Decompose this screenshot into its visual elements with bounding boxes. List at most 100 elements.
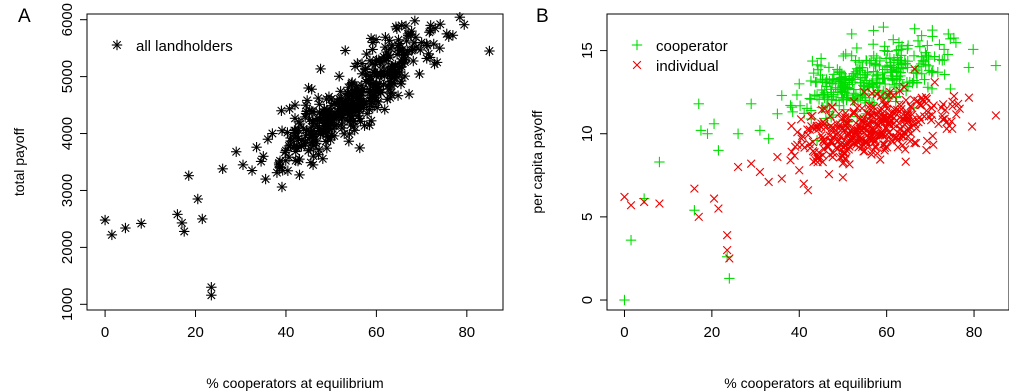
individual-point	[913, 96, 922, 106]
individual-point	[896, 104, 906, 114]
cooperator-point	[892, 62, 904, 73]
individual-point	[869, 102, 879, 112]
all-landholders-point	[368, 84, 380, 95]
cooperator-point	[891, 45, 902, 56]
all-landholders-point	[422, 40, 433, 51]
cooperator-point	[689, 205, 700, 216]
all-landholders-point	[403, 88, 415, 100]
cooperator-point	[916, 68, 927, 79]
individual-point	[819, 135, 829, 144]
legend-asterisk-icon	[111, 39, 123, 51]
all-landholders-point	[408, 55, 419, 67]
individual-point	[851, 118, 861, 128]
individual-point	[873, 149, 882, 158]
individual-point	[900, 145, 910, 154]
cooperator-point	[822, 90, 833, 102]
individual-point	[810, 147, 819, 157]
individual-point	[875, 130, 885, 139]
cooperator-point	[801, 103, 813, 114]
individual-point	[927, 103, 937, 113]
individual-point	[940, 114, 949, 123]
cooperator-point	[864, 78, 876, 89]
all-landholders-point	[276, 125, 288, 136]
all-landholders-point	[345, 100, 357, 111]
all-landholders-point	[320, 124, 332, 135]
individual-point	[953, 99, 963, 109]
individual-point	[733, 162, 743, 172]
panel-a-y-tick-label: 5000	[59, 60, 76, 93]
all-landholders-point	[392, 39, 404, 51]
all-landholders-point	[284, 103, 295, 115]
panel-a-y-tick-label: 1000	[59, 288, 76, 321]
all-landholders-point	[99, 214, 111, 226]
individual-point	[849, 109, 859, 119]
individual-point	[934, 119, 943, 129]
all-landholders-point	[172, 209, 183, 220]
cooperator-point	[811, 90, 823, 102]
all-landholders-point	[343, 136, 355, 147]
all-landholders-point	[384, 35, 395, 46]
legend-marker-individual	[632, 60, 642, 70]
cooperator-point	[855, 62, 867, 73]
individual-point	[991, 111, 1001, 120]
individual-point	[949, 91, 959, 101]
cooperator-point	[828, 69, 840, 80]
cooperator-point	[839, 81, 850, 93]
individual-point	[817, 119, 826, 128]
cooperator-point	[923, 65, 935, 76]
panel-b-axes: 0 20 40 60 80 0 5 10 15	[579, 42, 982, 341]
individual-point	[824, 169, 834, 179]
individual-point	[833, 123, 843, 132]
all-landholders-point	[366, 58, 378, 70]
all-landholders-point	[106, 229, 118, 241]
all-landholders-point	[484, 45, 495, 57]
cooperator-point	[851, 42, 863, 54]
panel-a-y-axis-label: total payoff	[11, 128, 27, 196]
individual-point	[907, 110, 917, 119]
all-landholders-point	[231, 146, 242, 157]
all-landholders-point	[305, 157, 317, 168]
individual-point	[722, 245, 732, 255]
individual-point	[840, 140, 850, 150]
individual-point	[877, 117, 886, 126]
individual-point	[799, 179, 809, 189]
individual-point	[800, 143, 809, 152]
individual-point	[951, 110, 961, 119]
cooperator-point	[855, 77, 866, 89]
panel-b-y-axis-label: per capita payoff	[529, 110, 545, 213]
all-landholders-point	[375, 87, 387, 99]
panel-b-plot-frame	[606, 13, 1009, 311]
all-landholders-point	[370, 34, 382, 45]
panel-a-x-tick-label: 40	[278, 324, 295, 341]
cooperator-point	[786, 101, 798, 113]
individual-point	[911, 138, 921, 148]
cooperator-point	[840, 48, 851, 60]
cooperator-point	[846, 28, 857, 40]
panel-a-y-tick-label: 6000	[59, 3, 76, 36]
panel-a-y-tick-label: 2000	[59, 231, 76, 264]
all-landholders-point	[315, 63, 326, 75]
legend-label-individual: individual	[656, 58, 719, 75]
individual-point	[876, 92, 886, 101]
all-landholders-point	[428, 38, 439, 50]
all-landholders-point	[327, 114, 339, 126]
all-landholders-point	[365, 33, 377, 44]
all-landholders-point	[246, 165, 258, 176]
cooperator-point	[745, 98, 757, 109]
cooperator-point	[826, 91, 837, 103]
all-landholders-point	[289, 125, 300, 136]
individual-point	[862, 138, 871, 147]
panel-a-x-axis-label: % cooperators at equilibrium	[206, 375, 383, 391]
individual-point	[829, 132, 838, 142]
all-landholders-point	[364, 119, 375, 131]
cooperator-point	[702, 128, 713, 139]
individual-point	[880, 140, 889, 149]
individual-point	[885, 127, 894, 137]
individual-point	[845, 130, 854, 139]
all-landholders-point	[344, 128, 355, 140]
cooperator-point	[861, 55, 872, 67]
cooperator-point	[911, 77, 923, 88]
all-landholders-point	[258, 151, 269, 162]
individual-point	[849, 97, 859, 106]
all-landholders-point	[318, 107, 329, 118]
